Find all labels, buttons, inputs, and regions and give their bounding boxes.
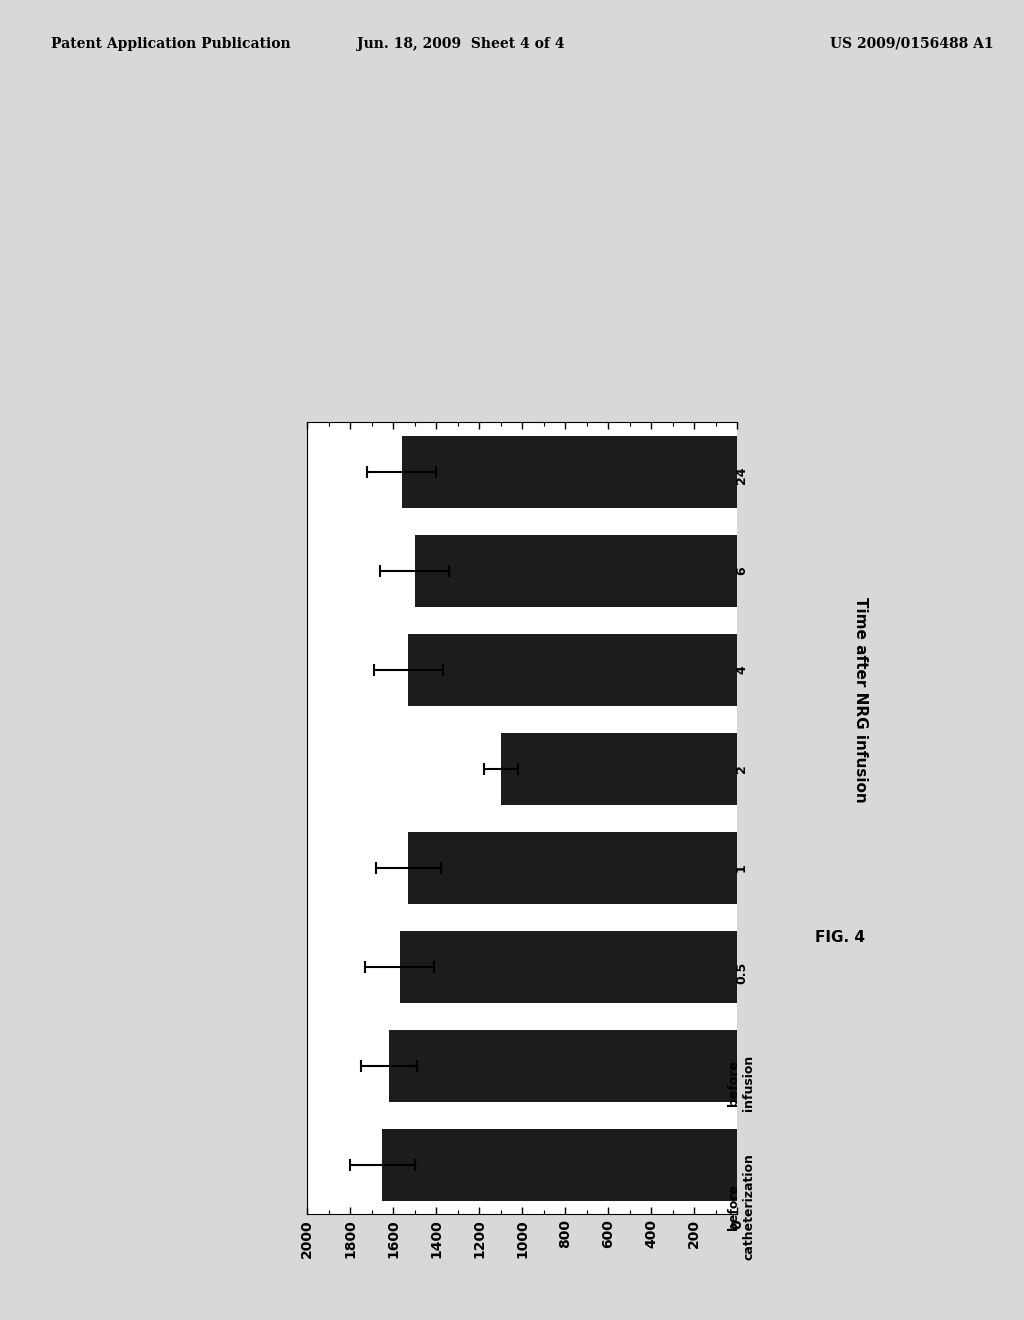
Bar — [401, 437, 737, 508]
Bar — [382, 1130, 737, 1201]
Text: FIG. 4: FIG. 4 — [815, 929, 864, 945]
Bar — [415, 536, 737, 607]
Text: US 2009/0156488 A1: US 2009/0156488 A1 — [829, 37, 993, 51]
Text: Jun. 18, 2009  Sheet 4 of 4: Jun. 18, 2009 Sheet 4 of 4 — [357, 37, 564, 51]
Bar — [501, 734, 737, 805]
Bar — [399, 932, 737, 1003]
Bar — [409, 635, 737, 706]
Bar — [409, 833, 737, 904]
Bar — [389, 1030, 737, 1101]
Text: Patent Application Publication: Patent Application Publication — [51, 37, 291, 51]
Text: Time after NRG infusion: Time after NRG infusion — [853, 597, 867, 803]
